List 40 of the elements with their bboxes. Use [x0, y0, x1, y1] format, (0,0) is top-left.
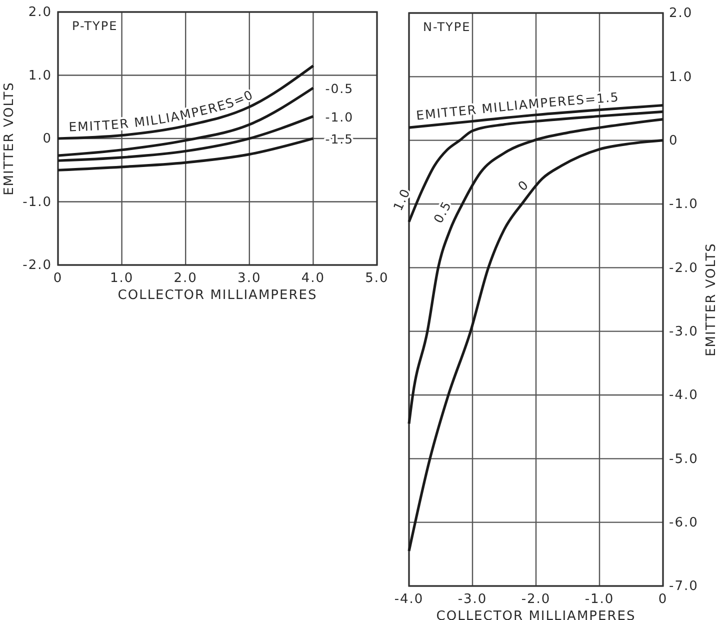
- y2-tick-label: -6.0: [669, 515, 698, 530]
- text: 1.0: [390, 186, 414, 213]
- x-tick-label: -2.0: [521, 592, 551, 608]
- text: 0: [514, 176, 532, 194]
- line-series: [408, 139, 664, 552]
- x-tick-label: -4.0: [394, 592, 424, 608]
- y2-tick-label: -5.0: [669, 452, 698, 467]
- y2-tick-label: -3.0: [669, 324, 698, 340]
- text: P-TYPE: [72, 19, 118, 33]
- y2-tick-label: 2.0: [669, 6, 693, 22]
- y2-tick-label: -7.0: [669, 579, 698, 594]
- y-tick-label: -1.0: [22, 194, 52, 210]
- line-series: [408, 118, 664, 425]
- series-label: -1.0: [325, 109, 354, 124]
- y2-tick-label: 1.0: [669, 70, 693, 85]
- line-series: [56, 137, 314, 172]
- y2-tick-label: 0: [669, 133, 678, 148]
- y-tick-label: 1.0: [28, 68, 52, 84]
- text: 0.5: [430, 198, 454, 226]
- y2-axis-title: EMITTER VOLTS: [704, 242, 719, 356]
- series-label: -0.5: [325, 80, 354, 96]
- y-tick-label: -2.0: [22, 258, 52, 274]
- x-tick-label: 4.0: [301, 271, 326, 286]
- x-tick-label: 0: [658, 592, 668, 608]
- x-tick-label: -1.0: [584, 592, 614, 608]
- x-tick-label: -3.0: [458, 592, 488, 608]
- y-axis-title: EMITTER VOLTS: [2, 82, 17, 196]
- x-tick-label: 3.0: [238, 271, 262, 286]
- y-tick-label: 2.0: [28, 5, 52, 20]
- x-tick-label: 1.0: [110, 271, 134, 286]
- y2-tick-label: -2.0: [669, 260, 698, 276]
- y2-tick-label: -1.0: [669, 197, 698, 212]
- x-axis-title: COLLECTOR MILLIAMPERES: [118, 288, 318, 303]
- x-tick-label: 2.0: [174, 271, 198, 286]
- x-tick-label: 5.0: [365, 271, 389, 286]
- text: N-TYPE: [423, 20, 471, 34]
- x-axis-title: COLLECTOR MILLIAMPERES: [436, 609, 636, 620]
- x-tick-label: 0: [53, 271, 63, 286]
- y2-tick-label: -4.0: [669, 388, 698, 404]
- y-tick-label: 0: [42, 132, 52, 147]
